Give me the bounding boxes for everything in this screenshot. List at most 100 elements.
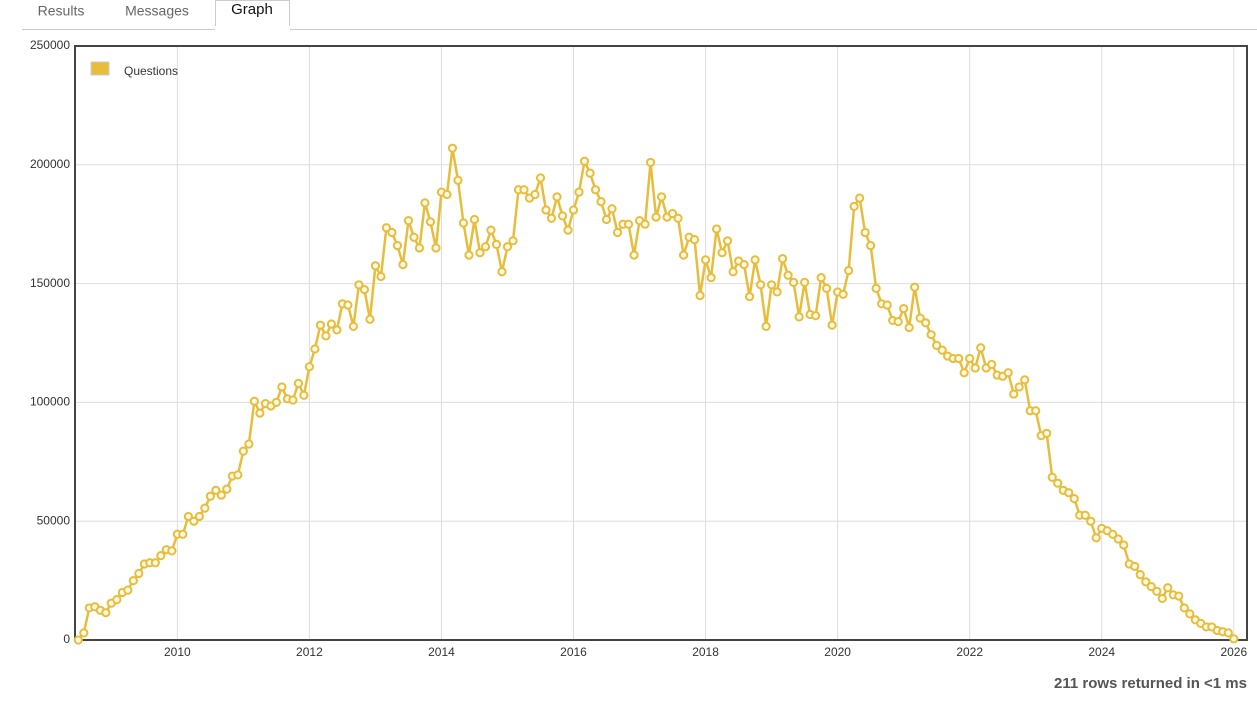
data-point bbox=[530, 189, 540, 200]
data-point bbox=[546, 213, 557, 223]
data-point bbox=[987, 359, 997, 369]
data-point bbox=[717, 248, 727, 258]
data-point bbox=[1223, 628, 1233, 638]
data-point bbox=[271, 397, 281, 407]
x-tick-label: 2012 bbox=[296, 645, 323, 659]
data-point bbox=[552, 192, 562, 202]
data-point bbox=[403, 216, 414, 226]
data-point bbox=[178, 529, 188, 539]
legend-label: Questions bbox=[124, 64, 178, 78]
data-point bbox=[365, 314, 375, 324]
data-point bbox=[1174, 591, 1184, 601]
plot-frame bbox=[74, 45, 1248, 641]
data-point bbox=[816, 273, 826, 283]
data-point bbox=[1042, 428, 1052, 438]
data-point bbox=[915, 313, 925, 323]
data-point bbox=[73, 635, 83, 645]
data-point bbox=[1152, 586, 1162, 596]
data-point bbox=[1086, 516, 1096, 526]
data-point bbox=[689, 235, 700, 245]
data-point bbox=[849, 201, 859, 211]
data-point bbox=[508, 236, 518, 246]
y-tick-label: 50000 bbox=[37, 513, 71, 527]
data-point bbox=[744, 292, 755, 302]
x-tick-label: 2026 bbox=[1220, 645, 1247, 659]
data-point bbox=[1146, 581, 1156, 592]
data-point bbox=[183, 511, 193, 522]
data-point bbox=[640, 219, 650, 229]
data-point bbox=[728, 267, 738, 277]
data-point bbox=[783, 270, 793, 280]
data-point bbox=[590, 185, 601, 195]
data-point bbox=[755, 280, 766, 290]
data-point bbox=[937, 345, 947, 355]
data-point bbox=[1080, 510, 1090, 520]
data-point bbox=[502, 242, 513, 252]
data-point bbox=[332, 325, 342, 335]
tab[interactable]: Graph bbox=[231, 1, 273, 18]
data-point bbox=[1069, 494, 1079, 504]
data-point bbox=[778, 254, 788, 264]
data-point bbox=[447, 143, 458, 153]
data-point bbox=[1047, 472, 1057, 482]
data-point bbox=[442, 189, 452, 200]
data-point bbox=[855, 193, 865, 203]
data-point bbox=[673, 213, 683, 223]
data-point bbox=[612, 227, 623, 238]
data-point bbox=[464, 250, 474, 260]
data-point bbox=[293, 378, 303, 388]
data-point bbox=[1053, 478, 1063, 488]
data-point bbox=[899, 303, 909, 314]
data-point bbox=[711, 224, 722, 234]
data-point bbox=[249, 396, 259, 406]
data-point bbox=[480, 242, 491, 252]
x-tick-label: 2024 bbox=[1088, 645, 1115, 659]
data-point bbox=[1014, 382, 1024, 392]
data-point bbox=[244, 439, 254, 449]
data-point bbox=[255, 408, 265, 418]
tab[interactable]: Results bbox=[38, 3, 85, 19]
data-point bbox=[1229, 634, 1239, 644]
data-point bbox=[475, 248, 485, 258]
x-tick-label: 2014 bbox=[428, 645, 455, 659]
data-point bbox=[354, 280, 364, 290]
data-point bbox=[838, 289, 848, 299]
x-tick-label: 2020 bbox=[824, 645, 851, 659]
x-tick-label: 2010 bbox=[164, 645, 191, 659]
data-point bbox=[678, 250, 689, 260]
data-point bbox=[965, 353, 975, 364]
data-point bbox=[1020, 375, 1030, 385]
data-point bbox=[238, 446, 248, 456]
tab[interactable]: Messages bbox=[125, 3, 189, 19]
data-point bbox=[194, 511, 204, 522]
data-point bbox=[904, 322, 914, 333]
data-point bbox=[822, 283, 832, 293]
data-point bbox=[1064, 488, 1074, 498]
data-point bbox=[156, 551, 166, 561]
data-point bbox=[299, 390, 309, 400]
data-point bbox=[866, 240, 876, 251]
data-point bbox=[645, 157, 656, 168]
data-point bbox=[348, 321, 359, 331]
y-tick-label: 100000 bbox=[30, 395, 70, 409]
data-point bbox=[882, 300, 892, 310]
data-point bbox=[315, 320, 326, 330]
data-point bbox=[932, 340, 942, 350]
data-point bbox=[651, 212, 661, 222]
data-point bbox=[794, 312, 804, 322]
data-point bbox=[376, 271, 386, 282]
data-point bbox=[519, 185, 529, 195]
x-tick-label: 2018 bbox=[692, 645, 719, 659]
data-point bbox=[359, 284, 370, 295]
data-point bbox=[1119, 540, 1129, 550]
data-point bbox=[304, 362, 314, 372]
data-point bbox=[579, 156, 590, 166]
data-point bbox=[497, 267, 507, 277]
data-point bbox=[959, 368, 969, 378]
data-point bbox=[414, 243, 425, 253]
data-point bbox=[844, 265, 854, 276]
data-point bbox=[596, 197, 606, 207]
data-point bbox=[827, 320, 837, 330]
data-point bbox=[772, 287, 782, 297]
